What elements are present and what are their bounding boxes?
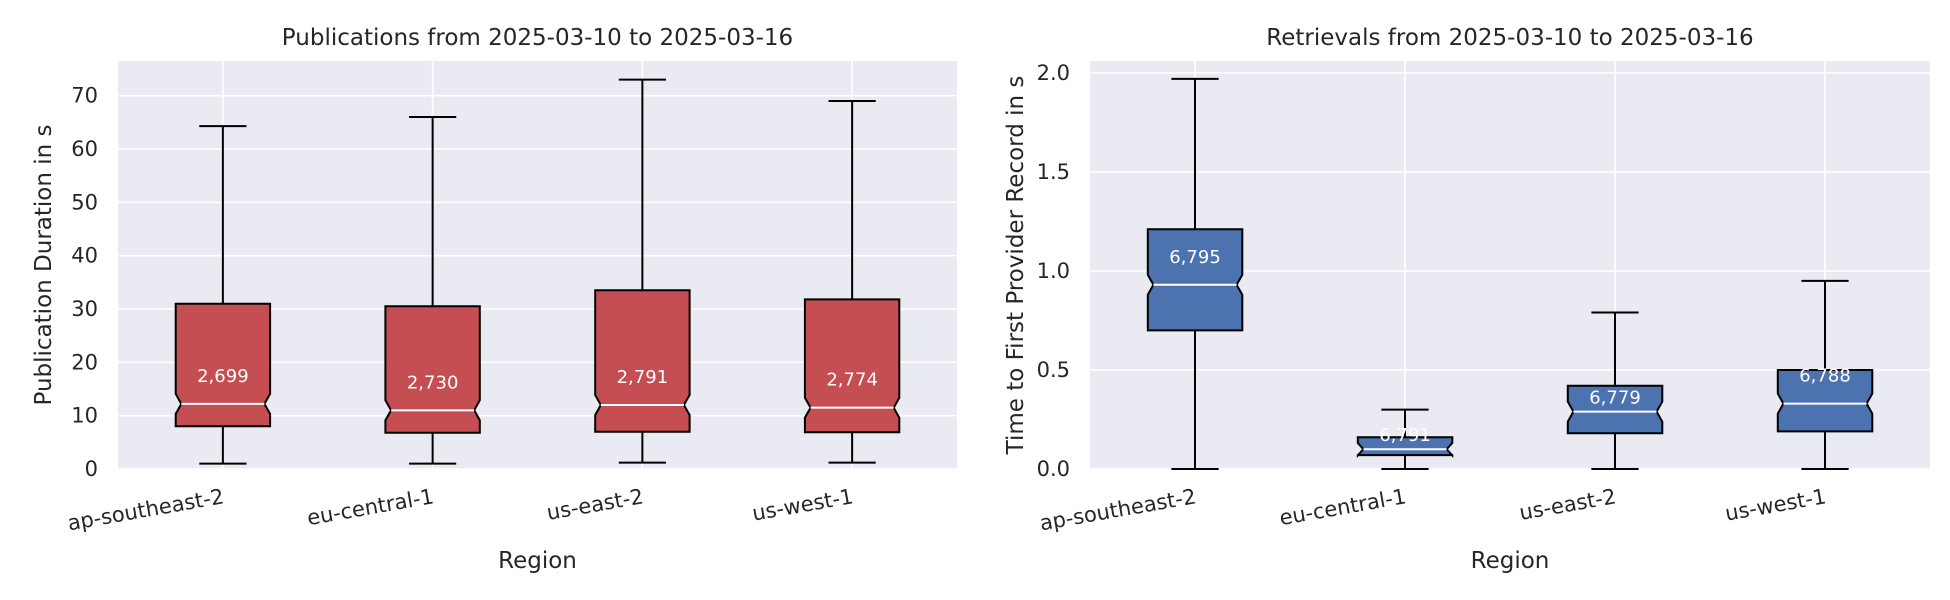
ret-chart-title: Retrievals from 2025-03-10 to 2025-03-16 <box>1266 25 1753 51</box>
pub-count-label: 2,774 <box>826 370 878 391</box>
pub-box-us-east-2 <box>594 289 691 433</box>
pub-ytick-label: 60 <box>71 137 98 161</box>
pub-ytick-label: 50 <box>71 190 98 214</box>
retrievals-panel: Retrievals from 2025-03-10 to 2025-03-16… <box>1003 25 1930 574</box>
ret-count-label: 6,788 <box>1799 366 1851 387</box>
pub-ytick-label: 70 <box>71 84 98 108</box>
pub-ytick-label: 30 <box>71 297 98 321</box>
ret-ylabel: Time to First Provider Record in s <box>1003 76 1029 456</box>
ret-xtick-label: us-east-2 <box>1517 484 1617 525</box>
ret-xlabel: Region <box>1471 548 1550 574</box>
ret-count-label: 6,795 <box>1169 247 1221 268</box>
ret-box-ap-southeast-2 <box>1146 228 1244 332</box>
ret-ytick-label: 0.5 <box>1037 358 1070 382</box>
pub-ylabel: Publication Duration in s <box>31 125 57 406</box>
pub-xlabel: Region <box>498 548 577 574</box>
ret-xtick-label: ap-southeast-2 <box>1038 484 1198 535</box>
ret-xtick-label: eu-central-1 <box>1278 484 1408 530</box>
pub-xtick-label: us-west-1 <box>750 484 855 525</box>
ret-ytick-label: 2.0 <box>1037 61 1070 85</box>
pub-ytick-label: 10 <box>71 404 98 428</box>
pub-xtick-label: eu-central-1 <box>305 484 435 530</box>
pub-box-us-west-1 <box>803 298 901 434</box>
ret-count-label: 6,779 <box>1589 388 1641 409</box>
ret-box-us-west-1 <box>1776 369 1874 433</box>
pub-ytick-label: 40 <box>71 244 98 268</box>
ret-ytick-label: 0.0 <box>1037 457 1070 481</box>
pub-xtick-label: ap-southeast-2 <box>66 484 226 535</box>
ret-xtick-label: us-west-1 <box>1723 484 1828 525</box>
ret-count-label: 6,791 <box>1379 425 1431 446</box>
pub-count-label: 2,730 <box>407 372 459 393</box>
pub-ytick-label: 0 <box>85 457 98 481</box>
pub-count-label: 2,791 <box>617 367 669 388</box>
ret-ytick-label: 1.0 <box>1037 259 1070 283</box>
pub-box-ap-southeast-2 <box>174 302 272 428</box>
ret-box-us-east-2 <box>1566 384 1664 435</box>
pub-ytick-label: 20 <box>71 350 98 374</box>
pub-chart-title: Publications from 2025-03-10 to 2025-03-… <box>282 25 793 51</box>
pub-xtick-label: us-east-2 <box>545 484 645 525</box>
pub-box-eu-central-1 <box>384 305 481 434</box>
ret-ytick-label: 1.5 <box>1037 160 1070 184</box>
ret-box-eu-central-1 <box>1356 436 1454 458</box>
publications-panel: Publications from 2025-03-10 to 2025-03-… <box>31 25 957 574</box>
pub-count-label: 2,699 <box>197 366 249 387</box>
